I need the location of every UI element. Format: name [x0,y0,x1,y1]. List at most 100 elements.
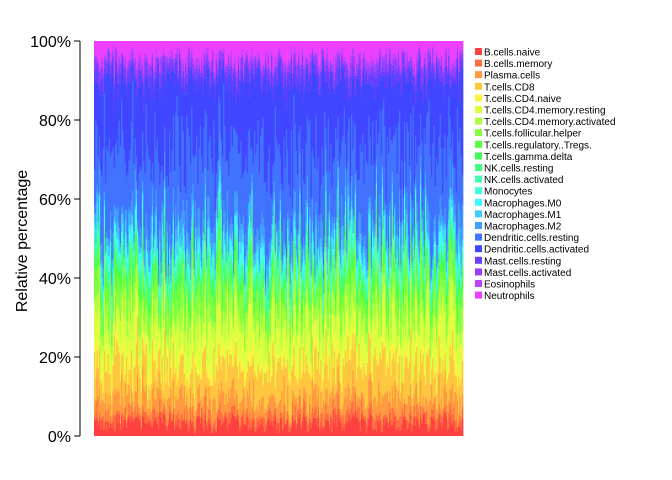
bar-segment [189,373,192,389]
bar-segment [105,335,107,365]
bar-segment [108,374,111,405]
bar-segment [257,271,260,275]
bar-segment [303,238,305,250]
bar-segment [344,86,347,144]
bar-segment [101,80,103,177]
bar-segment [244,58,246,61]
bar-segment [205,282,208,298]
bar-segment [164,215,166,231]
bar-segment [116,392,118,412]
bar-segment [175,334,177,358]
bar-segment [274,251,277,255]
bar-segment [369,248,372,255]
bar-segment [371,275,374,292]
bar-segment [346,421,348,436]
bar-segment [322,338,325,359]
bar-segment [208,73,210,142]
bar-segment [298,395,300,410]
bar-segment [231,413,234,436]
bar-segment [364,304,367,333]
bar-segment [121,286,123,299]
bar-segment [95,282,97,302]
bar-segment [284,63,287,71]
bar-segment [160,297,162,303]
bar-segment [207,47,209,55]
bar-segment [258,340,261,350]
bar-segment [348,231,351,239]
bar-segment [116,51,118,63]
bar-segment [98,207,101,215]
bar-segment [204,207,207,219]
bar-segment [360,83,363,86]
bar-segment [118,55,121,59]
bar-segment [322,310,325,317]
bar-segment [137,374,139,404]
bar-segment [317,406,320,416]
bar-segment [130,65,133,80]
bar-segment [320,296,322,300]
bar-segment [140,429,143,436]
bar-segment [210,61,213,71]
bar-segment [258,284,261,288]
bar-segment [347,246,349,285]
bar-segment [301,149,304,247]
bar-segment [156,63,159,78]
bar-segment [224,264,226,278]
bar-segment [226,281,229,292]
bar-segment [94,421,96,436]
bar-segment [209,41,212,67]
bar-segment [293,394,295,420]
bar-segment [106,146,108,233]
bar-segment [349,53,352,63]
bar-segment [269,410,272,425]
bar-segment [138,336,140,361]
bar-segment [250,429,252,436]
bar-segment [241,48,244,54]
bar-segment [279,41,282,53]
bar-segment [269,424,272,436]
bar-segment [332,263,335,272]
bar-segment [239,241,241,258]
bar-segment [299,221,301,237]
bar-segment [337,117,340,162]
bar-segment [159,313,161,329]
bar-segment [359,214,362,234]
bar-segment [197,376,199,389]
bar-segment [144,267,147,276]
bar-segment [311,253,314,258]
bar-segment [105,306,107,322]
bar-segment [197,41,199,65]
bar-segment [214,353,217,375]
bar-segment [186,421,188,436]
bar-segment [371,61,374,68]
bar-segment [311,257,314,268]
bar-segment [221,356,224,393]
bar-segment [103,72,106,94]
bar-segment [304,402,306,417]
bar-segment [271,393,273,415]
bar-segment [250,401,252,420]
bar-segment [166,335,169,348]
bar-segment [349,321,352,349]
bar-segment [171,421,174,436]
bar-segment [337,209,340,216]
bar-segment [176,255,178,263]
bar-segment [155,77,158,150]
bar-segment [199,236,202,248]
bar-segment [127,419,129,436]
bar-segment [280,231,283,261]
bar-segment [194,309,197,323]
bar-segment [330,41,332,59]
bar-segment [198,256,201,269]
bar-segment [326,355,329,366]
bar-segment [202,278,204,317]
bar-segment [137,261,139,265]
bar-segment [210,158,213,234]
bar-segment [209,270,212,281]
bar-segment [161,262,164,264]
bar-segment [296,331,299,336]
bar-segment [328,171,331,194]
bar-segment [214,269,217,280]
bar-segment [346,362,348,398]
bar-segment [143,94,145,115]
